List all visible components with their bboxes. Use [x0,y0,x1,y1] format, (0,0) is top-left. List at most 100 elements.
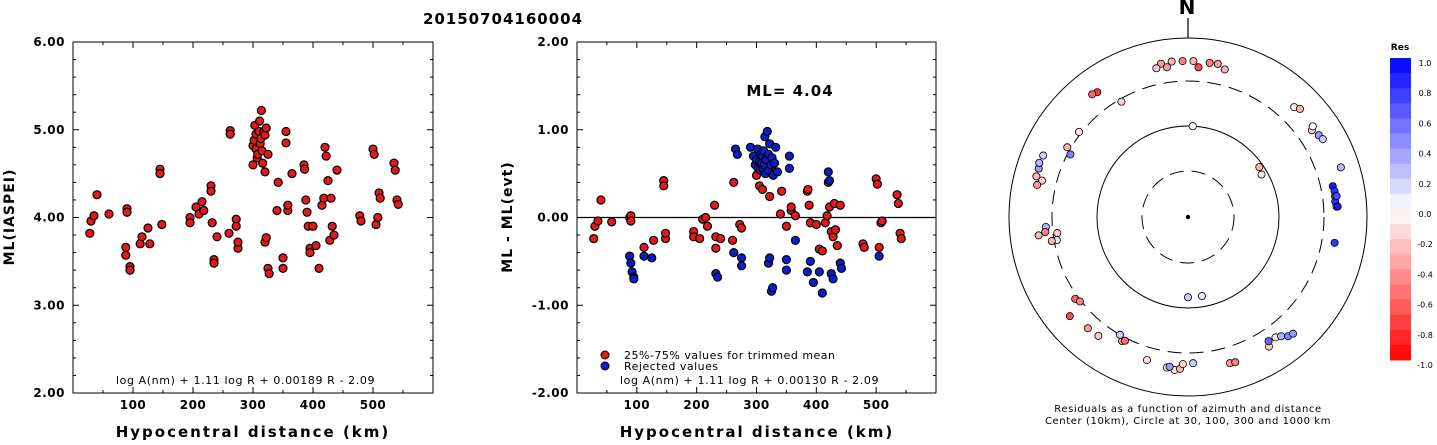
ml-iaspei-panel: 100 200 300 400 500 2.00 3.00 4.00 5.00 6.00 Hyp… [2,35,434,441]
station-residual-marker [1184,293,1193,302]
rejected-point [805,256,815,266]
station-point [305,248,315,258]
north-label: N [1179,0,1196,19]
station-residual-marker [1189,57,1198,66]
station-point [715,233,726,244]
rejected-point [817,288,827,298]
rejected-point [736,261,747,271]
ml-value: ML= 4.04 [746,82,833,100]
y-tick-label: 3.00 [33,298,65,312]
legend-marker-rejected [600,361,610,371]
y-tick-label: 2.00 [537,35,569,49]
azimuth-distance-plot: N Residuals as a function of azimuth and… [1008,0,1368,427]
station-point [804,200,814,210]
station-point [803,184,813,195]
station-residual-marker [1116,330,1125,339]
station-point [255,116,265,126]
station-point [596,195,606,205]
station-residual-marker [1162,63,1171,72]
station-residual-marker [1063,143,1072,152]
stations [1032,57,1345,374]
station-point [356,216,366,226]
station-residual-marker [1264,337,1273,346]
event-title: 20150704160004 [423,10,583,28]
colorbar-tick-label: 0.6 [1419,119,1432,128]
station-residual-marker [1231,358,1240,367]
rejected-point [808,277,818,288]
station-point [727,235,738,245]
station-point [781,221,792,231]
station-point [281,126,291,137]
station-point [300,164,310,174]
station-point [757,184,768,195]
station-residual-marker [1178,57,1187,66]
y-tick-label: 4.00 [33,211,65,225]
x-axis-label: Hypocentral distance (km) [620,423,895,441]
legend-label-rejected: Rejected values [624,360,719,373]
station-residual-marker [1041,227,1050,236]
station-point [375,193,385,203]
rejected-point [768,283,778,293]
formula: log A(nm) + 1.11 log R + 0.00189 R - 2.0… [116,374,375,387]
station-point [711,243,721,253]
legend-marker-accepted [600,350,610,360]
x-tick-label: 300 [743,398,770,412]
x-tick-label: 400 [803,398,830,412]
station-point [125,265,135,275]
station-point [260,167,270,177]
rejected-point [772,167,783,177]
station-point [287,169,297,179]
colorbar-cell [1390,193,1411,210]
rejected-point [781,265,792,275]
x-tick-label: 100 [624,398,651,412]
colorbar-cell [1390,344,1411,361]
rejected-point [765,253,775,263]
rejected-point [790,235,800,245]
station-residual-marker [1152,64,1161,73]
station-point [369,149,379,159]
station-point [85,228,95,238]
station-residual-marker [1188,122,1197,131]
station-point [278,263,288,273]
station-point [327,221,337,231]
station-residual-marker [1088,90,1097,99]
y-ticks: -2.00 -1.00 0.00 1.00 2.00 [532,35,936,400]
station-point [231,221,241,231]
rejected-point [769,158,780,168]
rejected-point [762,126,772,137]
y-tick-label: 1.00 [537,123,569,137]
station-point [273,177,283,187]
station-residual-marker [1289,329,1298,338]
x-tick-label: 300 [240,398,267,412]
x-ticks: 100 200 300 400 500 [606,42,907,412]
station-residual-marker [1197,292,1206,301]
station-point [157,219,167,230]
ring-30km [1141,170,1235,264]
station-point [301,195,311,205]
rejected-point [784,163,795,173]
station-residual-marker [1194,63,1203,72]
x-tick-label: 400 [300,398,327,412]
station-residual-marker [1075,297,1084,306]
colorbar-cell [1390,88,1411,104]
station-point [822,211,832,221]
station-residual-marker [1178,360,1187,369]
station-point [326,193,336,203]
y-tick-label: 2.00 [33,386,65,400]
station-point [264,269,274,279]
colorbar-tick-label: -0.8 [1417,331,1433,340]
station-point [272,205,282,216]
station-point [209,258,219,268]
colorbar-cell [1390,163,1411,180]
station-point [607,217,617,227]
x-tick-label: 100 [120,398,147,412]
station-point [197,197,207,207]
station-point [659,181,669,191]
colorbar-cell [1390,73,1411,89]
station-point [283,200,293,210]
station-point [224,228,234,238]
colorbar-tick-label: -1.0 [1417,361,1433,370]
colorbar-tick-label: -0.6 [1417,301,1433,310]
station-point [765,191,775,202]
colorbar-cell [1390,284,1411,301]
